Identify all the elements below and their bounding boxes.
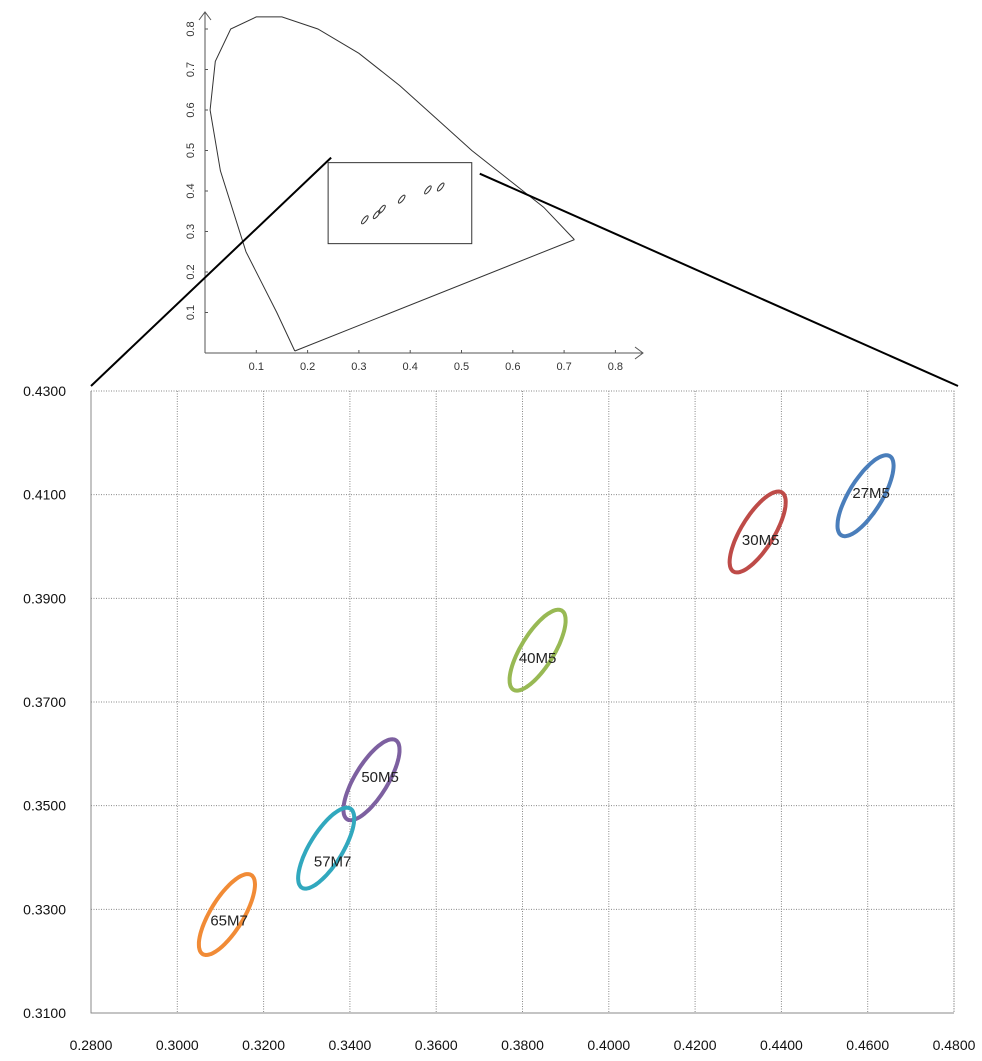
zoom-box (327, 162, 473, 245)
ellipse-label-50M5: 50M5 (361, 769, 399, 786)
inset-mark-57M7 (372, 210, 381, 220)
main-x-ticks: 0.2800 0.3000 0.3200 0.3400 0.3600 0.3800 0.40… (70, 1037, 976, 1053)
inset-x-tick-label: 0.3 (351, 361, 366, 373)
x-tick-label: 0.2800 (70, 1037, 113, 1053)
y-tick-label: 0.3900 (23, 590, 66, 606)
inset-y-tick-label: 0.3 (185, 224, 197, 239)
spectral-locus (209, 16, 575, 352)
y-tick-label: 0.3500 (23, 798, 66, 814)
ellipse-label-30M5: 30M5 (742, 532, 780, 549)
x-tick-label: 0.3800 (501, 1037, 544, 1053)
inset-x-ticks: 0.1 0.2 0.3 0.4 0.5 0.6 0.7 0.8 (249, 350, 623, 373)
x-tick-label: 0.4800 (933, 1037, 976, 1053)
inset-y-tick-label: 0.7 (185, 62, 197, 77)
x-tick-label: 0.3600 (415, 1037, 458, 1053)
y-tick-label: 0.3100 (23, 1005, 66, 1021)
ellipse-65M7 (196, 872, 257, 957)
inset-x-tick-label: 0.6 (505, 361, 520, 373)
inset-cie-diagram: 0.1 0.2 0.3 0.4 0.5 0.6 0.7 0.8 0.1 0.2 0.3 0.4 0.5… (185, 11, 644, 373)
x-tick-label: 0.4200 (674, 1037, 717, 1053)
inset-mark-65M7 (360, 215, 369, 225)
x-tick-label: 0.3000 (156, 1037, 199, 1053)
ellipse-27M5 (835, 453, 896, 539)
inset-y-tick-label: 0.8 (185, 21, 197, 36)
inset-x-tick-label: 0.8 (608, 361, 623, 373)
inset-x-tick-label: 0.1 (249, 361, 264, 373)
inset-x-tick-label: 0.7 (556, 361, 571, 373)
inset-x-tick-label: 0.4 (403, 361, 418, 373)
ellipse-50M5 (341, 737, 402, 823)
inset-ellipse-marks (360, 182, 445, 225)
inset-y-tick-label: 0.5 (185, 143, 197, 158)
x-tick-label: 0.3400 (328, 1037, 371, 1053)
main-y-ticks: 0.3100 0.3300 0.3500 0.3700 0.3900 0.4100 0.43… (23, 383, 66, 1021)
x-tick-label: 0.4000 (587, 1037, 630, 1053)
inset-x-arrow-icon (634, 346, 644, 360)
main-ellipses: 27M5 30M5 40M5 50M5 57M7 65M7 (196, 453, 896, 957)
x-tick-label: 0.4400 (760, 1037, 803, 1053)
ellipse-label-57M7: 57M7 (314, 854, 352, 871)
inset-y-arrow-icon (198, 11, 212, 21)
x-tick-label: 0.4600 (846, 1037, 889, 1053)
inset-y-tick-label: 0.2 (185, 264, 197, 279)
y-tick-label: 0.3700 (23, 694, 66, 710)
ellipse-57M7 (296, 805, 357, 891)
inset-y-tick-label: 0.1 (185, 305, 197, 320)
inset-mark-40M5 (397, 194, 406, 204)
ellipse-40M5 (507, 607, 568, 693)
inset-x-tick-label: 0.2 (300, 361, 315, 373)
x-tick-label: 0.3200 (242, 1037, 285, 1053)
ellipse-label-27M5: 27M5 (852, 485, 890, 502)
y-tick-label: 0.4300 (23, 383, 66, 399)
inset-y-ticks: 0.1 0.2 0.3 0.4 0.5 0.6 0.7 0.8 (185, 21, 208, 320)
inset-y-tick-label: 0.6 (185, 102, 197, 117)
inset-x-tick-label: 0.5 (454, 361, 469, 373)
inset-mark-27M5 (436, 182, 445, 192)
y-tick-label: 0.3300 (23, 901, 66, 917)
zoom-connector-right (479, 172, 959, 387)
inset-mark-50M5 (378, 204, 386, 214)
purple-line (294, 239, 575, 352)
inset-mark-30M5 (424, 185, 432, 195)
y-tick-label: 0.4100 (23, 487, 66, 503)
zoom-connector-left (90, 156, 332, 387)
main-chart: 0.2800 0.3000 0.3200 0.3400 0.3600 0.3800 0.40… (23, 383, 975, 1053)
ellipse-30M5 (727, 489, 788, 575)
ellipse-label-65M7: 65M7 (210, 913, 248, 930)
inset-y-tick-label: 0.4 (185, 183, 197, 198)
ellipse-label-40M5: 40M5 (519, 650, 557, 667)
